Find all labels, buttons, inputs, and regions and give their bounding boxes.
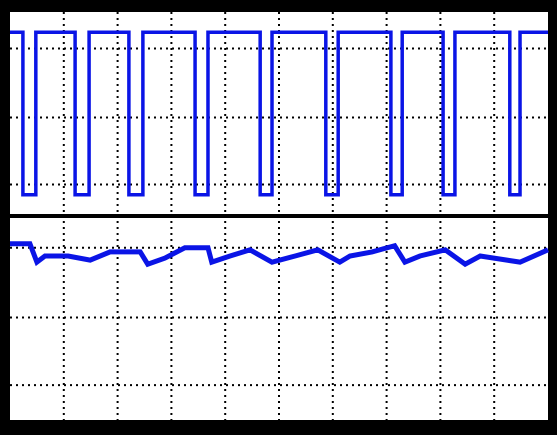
trace <box>10 241 550 268</box>
trace <box>10 30 548 197</box>
